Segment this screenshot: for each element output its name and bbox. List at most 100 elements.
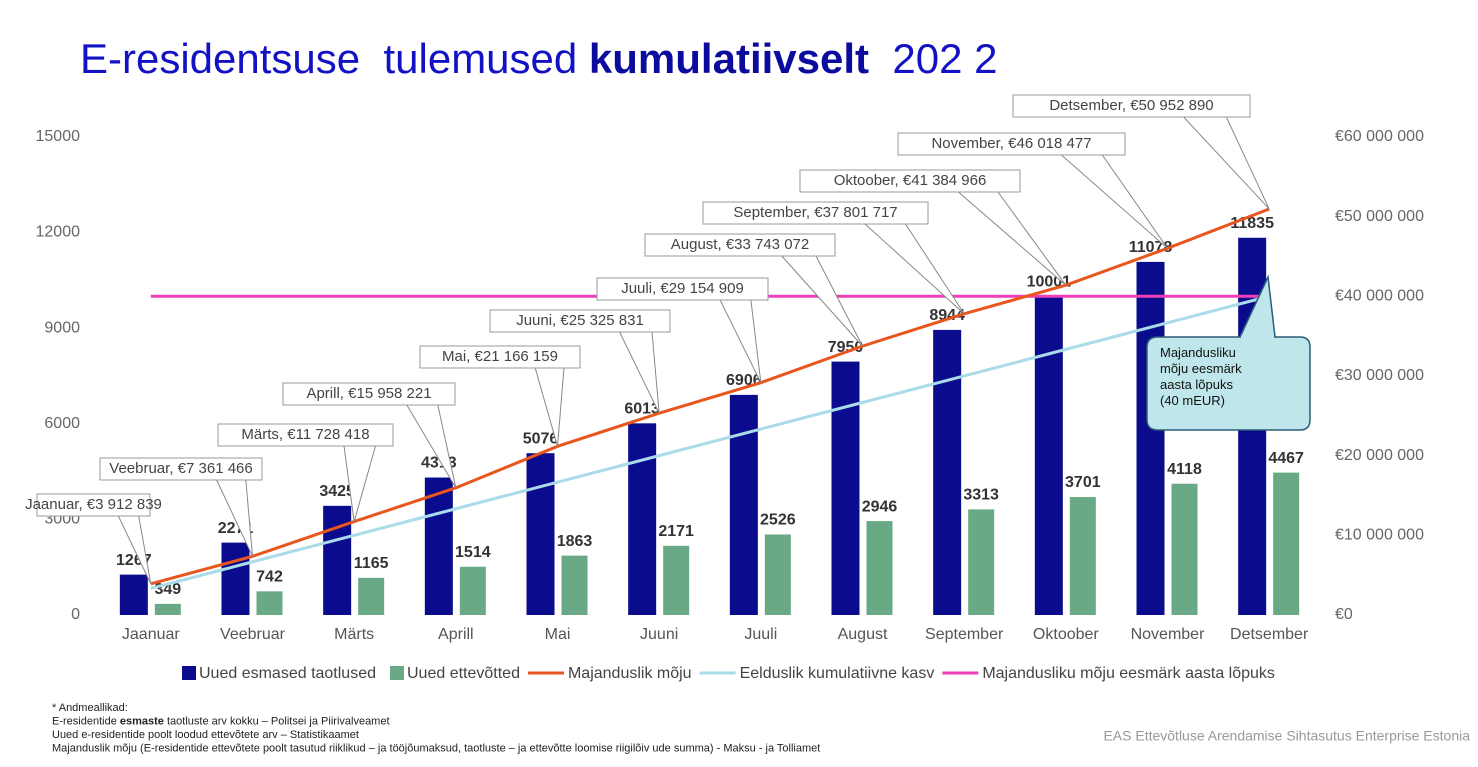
callout-leader: [619, 331, 660, 414]
x-tick-label: Jaanuar: [122, 626, 180, 643]
data-label: 2526: [760, 512, 796, 529]
callout-box: [99, 457, 263, 481]
y-tick-label: 12000: [36, 224, 81, 241]
title-part: E-residentsuse tulemused: [80, 35, 589, 82]
y2-tick-label: €20 000 000: [1335, 447, 1424, 464]
callout-leader: [781, 255, 863, 347]
bar: [729, 394, 758, 615]
y-tick-label: 6000: [44, 415, 80, 432]
bar: [221, 542, 250, 615]
x-tick-label: September: [925, 626, 1004, 643]
data-label: 7950: [828, 339, 864, 356]
footnote: * Andmeallikad:: [52, 702, 128, 714]
legend-swatch: [390, 666, 404, 680]
y-tick-label: 9000: [44, 319, 80, 336]
x-tick-label: Mai: [545, 626, 571, 643]
legend-label: Majanduslik mõju: [568, 665, 692, 682]
data-label: 1514: [455, 544, 491, 561]
callout-box: [799, 169, 1021, 193]
footnote-part: taotluste arv kokku – Politsei ja Piiriv…: [164, 715, 390, 727]
annotation-line: Majandusliku: [1160, 345, 1236, 360]
bar: [1034, 296, 1063, 615]
callout-box: [419, 345, 581, 369]
bar: [424, 477, 453, 615]
callout-leader: [1183, 116, 1270, 210]
y-tick-label: 0: [71, 606, 80, 623]
callout-leader: [406, 404, 457, 489]
callout-box: [36, 493, 151, 517]
y2-tick-label: €10 000 000: [1335, 527, 1424, 544]
data-label: 3701: [1065, 474, 1101, 491]
bar: [256, 591, 283, 615]
bar: [1171, 483, 1198, 615]
callout-leader: [117, 515, 152, 585]
bar: [1069, 497, 1096, 615]
callout-box: [702, 201, 929, 225]
data-label: 742: [256, 569, 283, 586]
y2-tick-label: €30 000 000: [1335, 367, 1424, 384]
callout-leader: [864, 223, 965, 315]
callout-box: [644, 233, 836, 257]
bar: [1136, 261, 1165, 615]
callout-box: [282, 382, 456, 406]
bar: [831, 361, 860, 615]
callout-leader: [534, 367, 565, 447]
callout-leader: [1061, 154, 1168, 249]
line: [150, 207, 1270, 586]
chart-title: E-residentsuse tulemused kumulatiivselt …: [80, 35, 997, 82]
callout-leader: [719, 299, 762, 383]
callout-leader: [216, 479, 253, 557]
data-label: 11835: [1230, 215, 1274, 232]
data-label: August, €33 743 072: [671, 236, 809, 253]
data-label: 10001: [1027, 273, 1072, 290]
callout-box: [217, 423, 394, 447]
title-part: 202 2: [869, 35, 997, 82]
legend-swatch: [182, 666, 196, 680]
bar: [968, 509, 995, 615]
bar: [1273, 472, 1300, 615]
annotation-line: (40 mEUR): [1160, 393, 1225, 408]
data-label: 1165: [354, 555, 389, 572]
x-tick-label: Märts: [334, 626, 374, 643]
y2-tick-label: €0: [1335, 606, 1353, 623]
footnote: Uued e-residentide poolt loodud ettevõte…: [52, 729, 359, 741]
annotation-box: [1146, 274, 1311, 431]
data-label: Veebruar, €7 361 466: [109, 460, 252, 477]
y2-tick-label: €50 000 000: [1335, 208, 1424, 225]
data-label: 6013: [624, 401, 660, 418]
data-label: Jaanuar, €3 912 839: [25, 496, 162, 513]
bar: [526, 453, 555, 615]
x-tick-label: Aprill: [438, 626, 474, 643]
x-tick-label: Juuli: [744, 626, 777, 643]
x-tick-label: Juuni: [640, 626, 678, 643]
bar: [119, 574, 148, 615]
data-label: 5076: [523, 430, 559, 447]
data-label: 4467: [1268, 450, 1304, 467]
data-label: Juuli, €29 154 909: [621, 280, 744, 297]
bar: [358, 577, 385, 615]
data-label: 2946: [862, 498, 898, 515]
bar: [663, 545, 690, 615]
data-label: November, €46 018 477: [931, 135, 1091, 152]
bar: [866, 521, 893, 615]
footnote-part: esmaste: [120, 715, 164, 727]
bar: [459, 566, 486, 615]
data-label: Detsember, €50 952 890: [1049, 97, 1213, 114]
line: [150, 294, 1270, 590]
legend-label: Uued esmased taotlused: [199, 665, 376, 682]
callout-leader: [958, 191, 1067, 286]
footnote: Majanduslik mõju (E-residentide ettevõte…: [52, 742, 820, 754]
legend-label: Uued ettevõtted: [407, 665, 520, 682]
data-label: 8944: [929, 307, 965, 324]
data-label: Aprill, €15 958 221: [306, 385, 431, 402]
callout-leader: [343, 445, 376, 522]
y-tick-label: 15000: [36, 128, 81, 145]
title-part: kumulatiivselt: [589, 35, 869, 82]
bar: [323, 505, 352, 615]
callout-box: [596, 277, 769, 301]
data-label: Mai, €21 166 159: [442, 348, 558, 365]
data-label: September, €37 801 717: [733, 204, 897, 221]
data-label: 2171: [658, 523, 694, 540]
bar: [561, 555, 588, 615]
